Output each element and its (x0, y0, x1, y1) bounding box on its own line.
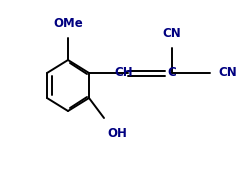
Text: OH: OH (107, 127, 127, 140)
Text: C: C (168, 66, 176, 79)
Text: OMe: OMe (53, 17, 83, 30)
Text: CN: CN (163, 27, 181, 40)
Text: CH: CH (114, 66, 133, 79)
Text: CN: CN (218, 66, 237, 79)
